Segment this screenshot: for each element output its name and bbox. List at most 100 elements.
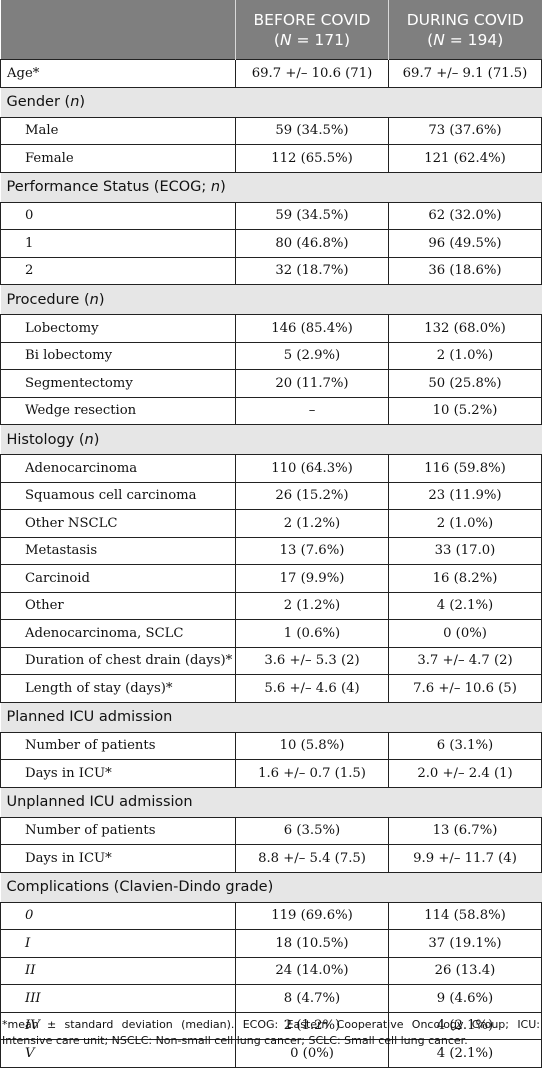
cell-during: 2 (1.0%) [388,509,542,538]
cell-before: – [235,396,389,425]
cell-before: 6 (3.5%) [235,816,389,845]
table-row: Length of stay (days)* 5.6 +/– 4.6 (4) 7.6… [0,674,542,703]
section-title-text: Complications (Clavien-Dindo grade) [6,879,274,895]
cell-before: 17 (9.9%) [235,564,389,593]
cell-before: 2 (1.2%) [235,1011,389,1040]
header-before-covid: BEFORE COVID (N = 171) [235,0,389,60]
section-header: Performance Status (ECOG; n) [0,171,542,203]
cell-before: 5 (2.9%) [235,341,389,370]
section-title-text: Histology ( [6,431,85,448]
row-label: Bi lobectomy [0,341,236,370]
cell-during: 116 (59.8%) [388,454,542,483]
table-row: Other 2 (1.2%) 4 (2.1%) [0,591,542,620]
row-label: Days in ICU* [0,844,236,873]
cell-before: 24 (14.0%) [235,956,389,985]
row-label: Other [0,591,236,620]
table-row: Wedge resection –10 (5.2%) [0,396,542,425]
cell-during: 3.7 +/– 4.7 (2) [388,646,542,675]
cell-before: 80 (46.8%) [235,229,389,258]
header-before-paren: ( [273,30,280,49]
section-title-text: Unplanned ICU admission [6,794,193,810]
table-row: IV 2 (1.2%) 4 (2.1%) [0,1011,542,1040]
header-during-covid: DURING COVID (N = 194) [388,0,542,60]
row-label: Metastasis [0,536,236,565]
cell-before: 59 (34.5%) [235,116,389,145]
cell-during: 10 (5.2%) [388,396,542,425]
cell-during: 50 (25.8%) [388,369,542,398]
row-label: Male [0,116,236,145]
row-label: 2 [0,256,236,285]
section-title-end: ) [220,179,226,195]
section-title: Complications (Clavien-Dindo grade) [0,871,542,903]
section-title: Unplanned ICU admission [0,786,542,818]
row-label: 1 [0,229,236,258]
row-label: Lobectomy [0,314,236,343]
section-title-italic: n [89,291,99,308]
section-header: Complications (Clavien-Dindo grade) [0,871,542,903]
cell-before: 32 (18.7%) [235,256,389,285]
header-during-line1: DURING COVID [406,10,524,29]
cell-before: 59 (34.5%) [235,201,389,230]
row-label: Adenocarcinoma, SCLC [0,619,236,648]
table-footnote: *mean ± standard deviation (median). ECO… [2,1018,540,1047]
row-label: Segmentectomy [0,369,236,398]
table-row: Adenocarcinoma 110 (64.3%) 116 (59.8%) [0,454,542,483]
cell-during: 69.7 +/– 9.1 (71.5) [388,59,542,88]
row-label: Duration of chest drain (days)* [0,646,236,675]
row-label: Adenocarcinoma [0,454,236,483]
table-row: Days in ICU* 8.8 +/– 5.4 (7.5) 9.9 +/– 11.… [0,844,542,873]
cell-during: 4 (2.1%) [388,1011,542,1040]
cell-during: 7.6 +/– 10.6 (5) [388,674,542,703]
table-row: 1 80 (46.8%) 96 (49.5%) [0,229,542,258]
cell-during: 2.0 +/– 2.4 (1) [388,759,542,788]
section-title-italic: n [70,94,80,110]
section-title-text: Performance Status (ECOG; [6,179,211,195]
row-label: Length of stay (days)* [0,674,236,703]
cell-during: 114 (58.8%) [388,901,542,930]
cell-during: 6 (3.1%) [388,731,542,760]
table-row: II 24 (14.0%) 26 (13.4) [0,956,542,985]
cell-during: 121 (62.4%) [388,144,542,173]
cell-during: 33 (17.0) [388,536,542,565]
cell-during: 9.9 +/– 11.7 (4) [388,844,542,873]
table-row: 0 119 (69.6%) 114 (58.8%) [0,901,542,930]
table-row: Duration of chest drain (days)* 3.6 +/– 5… [0,646,542,675]
cell-during: 0 (0%) [388,619,542,648]
section-title: Gender (n) [0,86,542,118]
row-label: V [0,1039,236,1068]
cell-before: 119 (69.6%) [235,901,389,930]
row-label: I [0,929,236,958]
header-during-n: N [433,30,445,49]
header-during-count: = 194) [444,30,504,49]
section-header: Histology (n) [0,424,542,455]
cell-during: 62 (32.0%) [388,201,542,230]
cell-before: 20 (11.7%) [235,369,389,398]
cell-during: 37 (19.1%) [388,929,542,958]
cell-before: 18 (10.5%) [235,929,389,958]
table-row: 2 32 (18.7%) 36 (18.6%) [0,256,542,285]
cell-during: 16 (8.2%) [388,564,542,593]
table-row: Number of patients 6 (3.5%) 13 (6.7%) [0,816,542,845]
row-label: Days in ICU* [0,759,236,788]
header-during-paren: ( [427,30,434,49]
header-before-line1: BEFORE COVID [253,10,371,29]
section-header: Procedure (n) [0,284,542,315]
row-label: II [0,956,236,985]
table-row: Carcinoid 17 (9.9%) 16 (8.2%) [0,564,542,593]
section-title-text: Gender ( [6,94,71,110]
row-label: Other NSCLC [0,509,236,538]
cell-during: 23 (11.9%) [388,481,542,510]
cell-before: 10 (5.8%) [235,731,389,760]
table-row: Female 112 (65.5%) 121 (62.4%) [0,144,542,173]
cell-before: 8 (4.7%) [235,984,389,1013]
cell-before: 69.7 +/– 10.6 (71) [235,59,389,88]
table-row: Days in ICU* 1.6 +/– 0.7 (1.5) 2.0 +/– 2.4… [0,759,542,788]
header-before-n: N [279,30,292,49]
cell-during: 13 (6.7%) [388,816,542,845]
row-label: Number of patients [0,816,236,845]
cell-during: 4 (2.1%) [388,591,542,620]
section-title: Procedure (n) [0,284,542,315]
row-label: 0 [0,901,236,930]
header-blank [0,0,236,60]
cell-before: 8.8 +/– 5.4 (7.5) [235,844,389,873]
